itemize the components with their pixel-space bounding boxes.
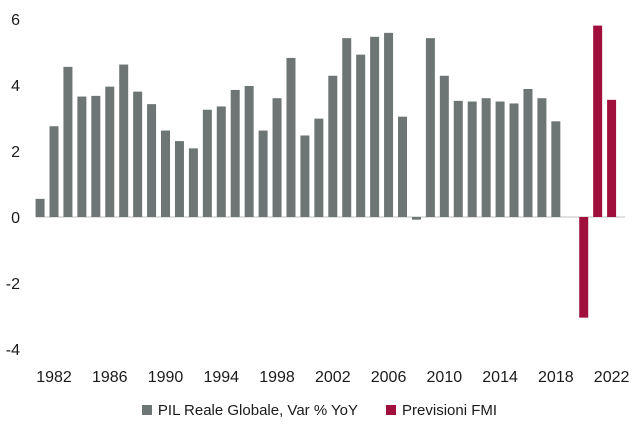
bar-pil-2014 <box>495 101 505 217</box>
bar-pil-1983 <box>63 66 73 217</box>
y-tick-label: 6 <box>11 12 20 29</box>
legend: PIL Reale Globale, Var % YoY Previsioni … <box>0 398 639 422</box>
legend-item-pil: PIL Reale Globale, Var % YoY <box>141 401 359 419</box>
bar-pil-2000 <box>300 135 310 217</box>
bar-pil-1987 <box>119 64 129 217</box>
bar-pil-1985 <box>91 95 101 217</box>
x-tick-label: 1986 <box>92 369 128 386</box>
y-tick-label: 0 <box>11 210 20 227</box>
legend-item-fmi: Previsioni FMI <box>386 402 497 419</box>
bar-pil-1990 <box>161 130 171 217</box>
bar-pil-2003 <box>342 38 352 217</box>
bar-pil-2002 <box>328 75 338 217</box>
bar-pil-1995 <box>230 89 240 217</box>
bar-fmi-2022 <box>607 99 617 217</box>
x-tick-label: 2018 <box>538 369 574 386</box>
x-tick-label: 1994 <box>203 369 239 386</box>
y-axis: -4 -2 0 2 4 6 <box>6 12 20 359</box>
bar-pil-1997 <box>258 130 268 217</box>
legend-swatch-fmi <box>386 405 397 415</box>
bar-pil-2007 <box>398 116 407 217</box>
bar-pil-2012 <box>467 101 477 217</box>
bar-pil-1992 <box>188 148 198 217</box>
x-tick-label: 1998 <box>259 369 295 386</box>
bar-pil-1998 <box>272 98 282 217</box>
bar-pil-2004 <box>356 54 366 217</box>
x-tick-label: 2006 <box>371 369 407 386</box>
bar-pil-2001 <box>314 118 324 217</box>
bar-pil-1989 <box>147 104 157 217</box>
x-tick-label: 2022 <box>594 369 630 386</box>
bar-pil-2010 <box>439 75 449 217</box>
legend-swatch-pil <box>141 405 152 415</box>
bar-pil-2008 <box>411 217 421 220</box>
bars <box>35 25 617 318</box>
bar-pil-2011 <box>453 100 463 217</box>
x-tick-label: 1990 <box>148 369 184 386</box>
bar-pil-1994 <box>216 106 226 217</box>
bar-pil-1982 <box>49 126 59 217</box>
y-tick-label: -4 <box>6 342 20 359</box>
bar-pil-2006 <box>384 32 394 217</box>
bar-fmi-2020 <box>579 217 589 318</box>
y-tick-label: 2 <box>11 144 20 161</box>
bar-pil-2018 <box>551 121 561 217</box>
bar-pil-1991 <box>174 141 184 217</box>
bar-pil-1999 <box>286 57 296 217</box>
bar-pil-2016 <box>523 88 533 218</box>
y-tick-label: 4 <box>11 78 20 95</box>
x-tick-label: 2002 <box>315 369 351 386</box>
bar-pil-2005 <box>370 36 380 217</box>
bar-pil-2017 <box>537 98 547 217</box>
legend-label-fmi: Previsioni FMI <box>402 401 498 419</box>
bar-pil-2013 <box>481 98 491 217</box>
x-axis: 1982 1986 1990 1994 1998 2002 2006 2010 2014 2018… <box>36 369 629 386</box>
x-tick-label: 2010 <box>427 369 463 386</box>
bar-pil-1996 <box>244 85 254 218</box>
bar-pil-2015 <box>509 103 519 217</box>
bar-pil-1984 <box>77 96 87 217</box>
bar-pil-2009 <box>425 38 435 217</box>
legend-label-pil: PIL Reale Globale, Var % YoY <box>157 401 359 419</box>
bar-pil-1986 <box>105 86 115 218</box>
bar-fmi-2021 <box>593 25 603 217</box>
bar-pil-1993 <box>202 109 212 217</box>
x-tick-label: 1982 <box>36 369 72 386</box>
bar-pil-1981 <box>35 198 45 217</box>
bar-pil-1988 <box>133 91 143 217</box>
x-tick-label: 2014 <box>482 369 518 386</box>
y-tick-label: -2 <box>6 276 20 293</box>
